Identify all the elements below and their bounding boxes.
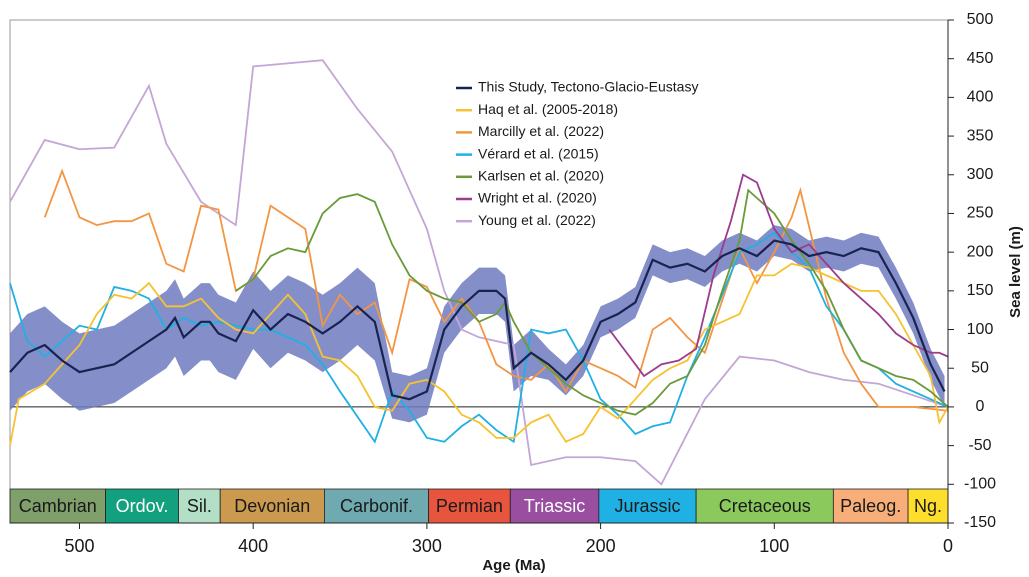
period-box [105, 488, 179, 524]
x-tick-label: 300 [412, 536, 442, 556]
series-line [9, 239, 946, 401]
y-tick-label: 400 [967, 89, 994, 106]
legend-label: Marcilly et al. (2022) [478, 123, 604, 139]
period-label: Permian [436, 496, 503, 516]
x-axis-label: Age (Ma) [482, 557, 545, 574]
series-line [608, 173, 949, 378]
period-label: Ng. [914, 496, 942, 516]
period-box [695, 488, 834, 524]
series-line [9, 59, 949, 486]
legend-label: Karlsen et al. (2020) [478, 168, 604, 184]
period-box [907, 488, 949, 524]
legend-label: Haq et al. (2005-2018) [478, 101, 618, 117]
period-label: Paleog. [840, 496, 901, 516]
x-tick-label: 400 [238, 536, 268, 556]
y-tick-label: 100 [967, 321, 994, 338]
x-tick-label: 100 [759, 536, 789, 556]
y-tick-label: 0 [976, 398, 985, 415]
x-tick-label: 200 [586, 536, 616, 556]
period-label: Cretaceous [719, 496, 811, 516]
period-box [428, 488, 511, 524]
x-tick-label: 500 [64, 536, 94, 556]
period-label: Carbonif. [340, 496, 413, 516]
series-line [235, 188, 949, 416]
period-label: Devonian [234, 496, 310, 516]
period-label: Ordov. [116, 496, 169, 516]
period-box [598, 488, 697, 524]
period-box [219, 488, 325, 524]
period-box [509, 488, 600, 524]
legend-label: This Study, Tectono-Glacio-Eustasy [478, 79, 698, 95]
y-tick-label: 500 [967, 11, 994, 28]
y-tick-label: -100 [964, 476, 996, 493]
period-label: Cambrian [19, 496, 97, 516]
y-tick-label: 200 [967, 243, 994, 260]
period-label: Jurassic [614, 496, 680, 516]
y-axis-label: Sea level (m) [1007, 226, 1024, 318]
series-line [43, 168, 949, 412]
y-tick-label: 250 [967, 205, 994, 222]
period-label: Triassic [524, 496, 585, 516]
x-tick-label: 0 [943, 536, 953, 556]
legend-label: Young et al. (2022) [478, 212, 596, 228]
series-line [9, 262, 949, 446]
y-tick-label: 150 [967, 282, 994, 299]
period-box [832, 488, 909, 524]
legend-label: Vérard et al. (2015) [478, 145, 599, 161]
y-tick-label: 50 [971, 359, 989, 376]
y-tick-label: 300 [967, 166, 994, 183]
y-tick-label: -50 [968, 437, 991, 454]
y-tick-label: 350 [967, 127, 994, 144]
y-tick-label: -150 [964, 514, 996, 531]
uncertainty-band [10, 225, 945, 423]
y-tick-label: 450 [967, 50, 994, 67]
legend-label: Wright et al. (2020) [478, 190, 597, 206]
period-label: Sil. [187, 496, 212, 516]
